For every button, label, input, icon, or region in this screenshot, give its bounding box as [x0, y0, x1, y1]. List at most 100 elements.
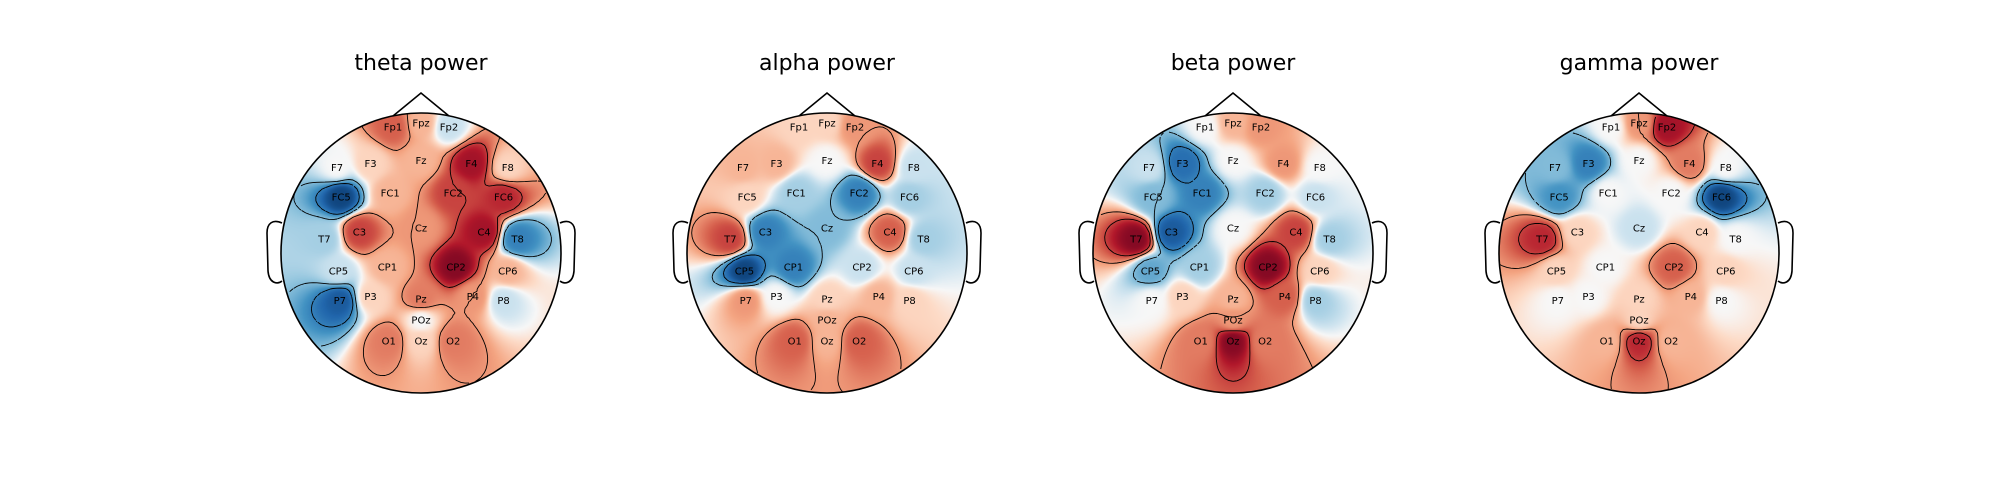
channel-label-t7: T7 [1535, 235, 1548, 246]
nose-outline [798, 91, 856, 117]
channel-labels: Fp1 Fpz Fp2 F7 F3 Fz F4 F8 FC5 FC1 FC2 FC6 T7 C3 Cz C4 T… [317, 118, 524, 347]
channel-label-o1: O1 [1600, 337, 1614, 348]
channel-label-fpz: Fpz [1630, 118, 1647, 129]
channel-label-f4: F4 [1277, 159, 1289, 170]
channel-label-fp2: Fp2 [1658, 123, 1676, 134]
positive-contour [1518, 116, 1696, 362]
channel-label-p7: P7 [740, 296, 752, 307]
channel-label-o2: O2 [852, 337, 866, 348]
negative-contour [722, 254, 766, 284]
channel-label-fp1: Fp1 [1196, 123, 1214, 134]
channel-label-oz: Oz [1632, 337, 1645, 348]
panel-title: alpha power [759, 51, 896, 76]
channel-label-fz: Fz [821, 156, 832, 167]
channel-label-f7: F7 [1143, 163, 1155, 174]
channel-label-poz: POz [411, 316, 430, 327]
negative-contour [310, 183, 360, 328]
channel-label-fz: Fz [1633, 156, 1644, 167]
channel-label-o1: O1 [788, 337, 802, 348]
channel-label-fc6: FC6 [900, 193, 919, 204]
channel-label-f7: F7 [331, 163, 343, 174]
channel-label-f8: F8 [908, 163, 920, 174]
power-heatmap [687, 113, 967, 393]
left-ear-outline [1484, 220, 1501, 284]
channel-label-cp2: CP2 [1664, 263, 1683, 274]
channel-label-cz: Cz [1227, 223, 1239, 234]
negative-contour [1157, 146, 1201, 251]
channel-label-cp5: CP5 [1547, 267, 1566, 278]
negative-contour [1702, 183, 1748, 216]
channel-label-fc5: FC5 [1144, 193, 1163, 204]
channel-label-fp1: Fp1 [790, 123, 808, 134]
positive-contour [429, 142, 523, 288]
nose-outline [1610, 91, 1668, 117]
channel-label-f8: F8 [1720, 163, 1732, 174]
channel-labels: Fp1 Fpz Fp2 F7 F3 Fz F4 F8 FC5 FC1 FC2 FC6 T7 C3 Cz C4 T… [1129, 118, 1336, 347]
channel-label-c3: C3 [1571, 228, 1584, 239]
channel-label-cz: Cz [1633, 223, 1645, 234]
channel-label-f8: F8 [502, 163, 514, 174]
channel-label-f4: F4 [1683, 159, 1695, 170]
channel-label-o2: O2 [1664, 337, 1678, 348]
negative-contour [288, 179, 552, 347]
channel-label-cp5: CP5 [329, 267, 348, 278]
channel-label-cp1: CP1 [784, 263, 803, 274]
channel-label-pz: Pz [415, 295, 426, 306]
nose-outline [1204, 91, 1262, 117]
channel-label-o2: O2 [446, 337, 460, 348]
right-ear-outline [559, 220, 576, 284]
channel-label-cp6: CP6 [1310, 267, 1329, 278]
channel-label-c4: C4 [477, 228, 490, 239]
channel-label-c3: C3 [1165, 228, 1178, 239]
channel-label-o1: O1 [382, 337, 396, 348]
positive-contour [1093, 210, 1314, 370]
channel-label-fp1: Fp1 [1602, 123, 1620, 134]
contour-lines [1093, 131, 1314, 382]
channel-label-pz: Pz [1633, 295, 1644, 306]
channel-label-f7: F7 [1549, 163, 1561, 174]
channel-label-t8: T8 [510, 235, 523, 246]
channel-label-p3: P3 [1582, 292, 1594, 303]
power-heatmap [1499, 113, 1779, 393]
head-outline [280, 112, 562, 394]
channel-label-fc6: FC6 [1712, 193, 1731, 204]
channel-label-p4: P4 [1279, 292, 1291, 303]
nose-outline [392, 91, 450, 117]
channel-label-p4: P4 [1685, 292, 1697, 303]
channel-label-p8: P8 [1309, 296, 1321, 307]
channel-label-c4: C4 [883, 228, 896, 239]
channel-label-t7: T7 [723, 235, 736, 246]
right-ear-outline [1371, 220, 1388, 284]
channel-label-p3: P3 [364, 292, 376, 303]
channel-label-f3: F3 [1583, 159, 1595, 170]
channel-label-fc6: FC6 [1306, 193, 1325, 204]
channel-label-cz: Cz [821, 223, 833, 234]
power-heatmap [281, 113, 561, 393]
channel-label-poz: POz [1223, 316, 1242, 327]
channel-label-p8: P8 [497, 296, 509, 307]
positive-contour [1499, 113, 1709, 390]
channel-label-c3: C3 [353, 228, 366, 239]
channel-label-cp6: CP6 [1716, 267, 1735, 278]
channel-label-fc5: FC5 [332, 193, 351, 204]
channel-label-p7: P7 [334, 296, 346, 307]
positive-contour [342, 113, 547, 384]
channel-label-cp1: CP1 [1190, 263, 1209, 274]
channel-label-cp2: CP2 [446, 263, 465, 274]
channel-label-f7: F7 [737, 163, 749, 174]
channel-label-fp1: Fp1 [384, 123, 402, 134]
channel-label-fpz: Fpz [412, 118, 429, 129]
channel-label-p7: P7 [1146, 296, 1158, 307]
channel-label-fp2: Fp2 [846, 123, 864, 134]
channel-label-c3: C3 [759, 228, 772, 239]
positive-contour [691, 126, 906, 393]
channel-label-c4: C4 [1289, 228, 1302, 239]
channel-label-pz: Pz [821, 295, 832, 306]
channel-label-fp2: Fp2 [1252, 123, 1270, 134]
channel-label-fc1: FC1 [787, 188, 806, 199]
channel-label-f8: F8 [1314, 163, 1326, 174]
channel-label-o2: O2 [1258, 337, 1272, 348]
channel-label-fpz: Fpz [818, 118, 835, 129]
channel-label-c4: C4 [1695, 228, 1708, 239]
